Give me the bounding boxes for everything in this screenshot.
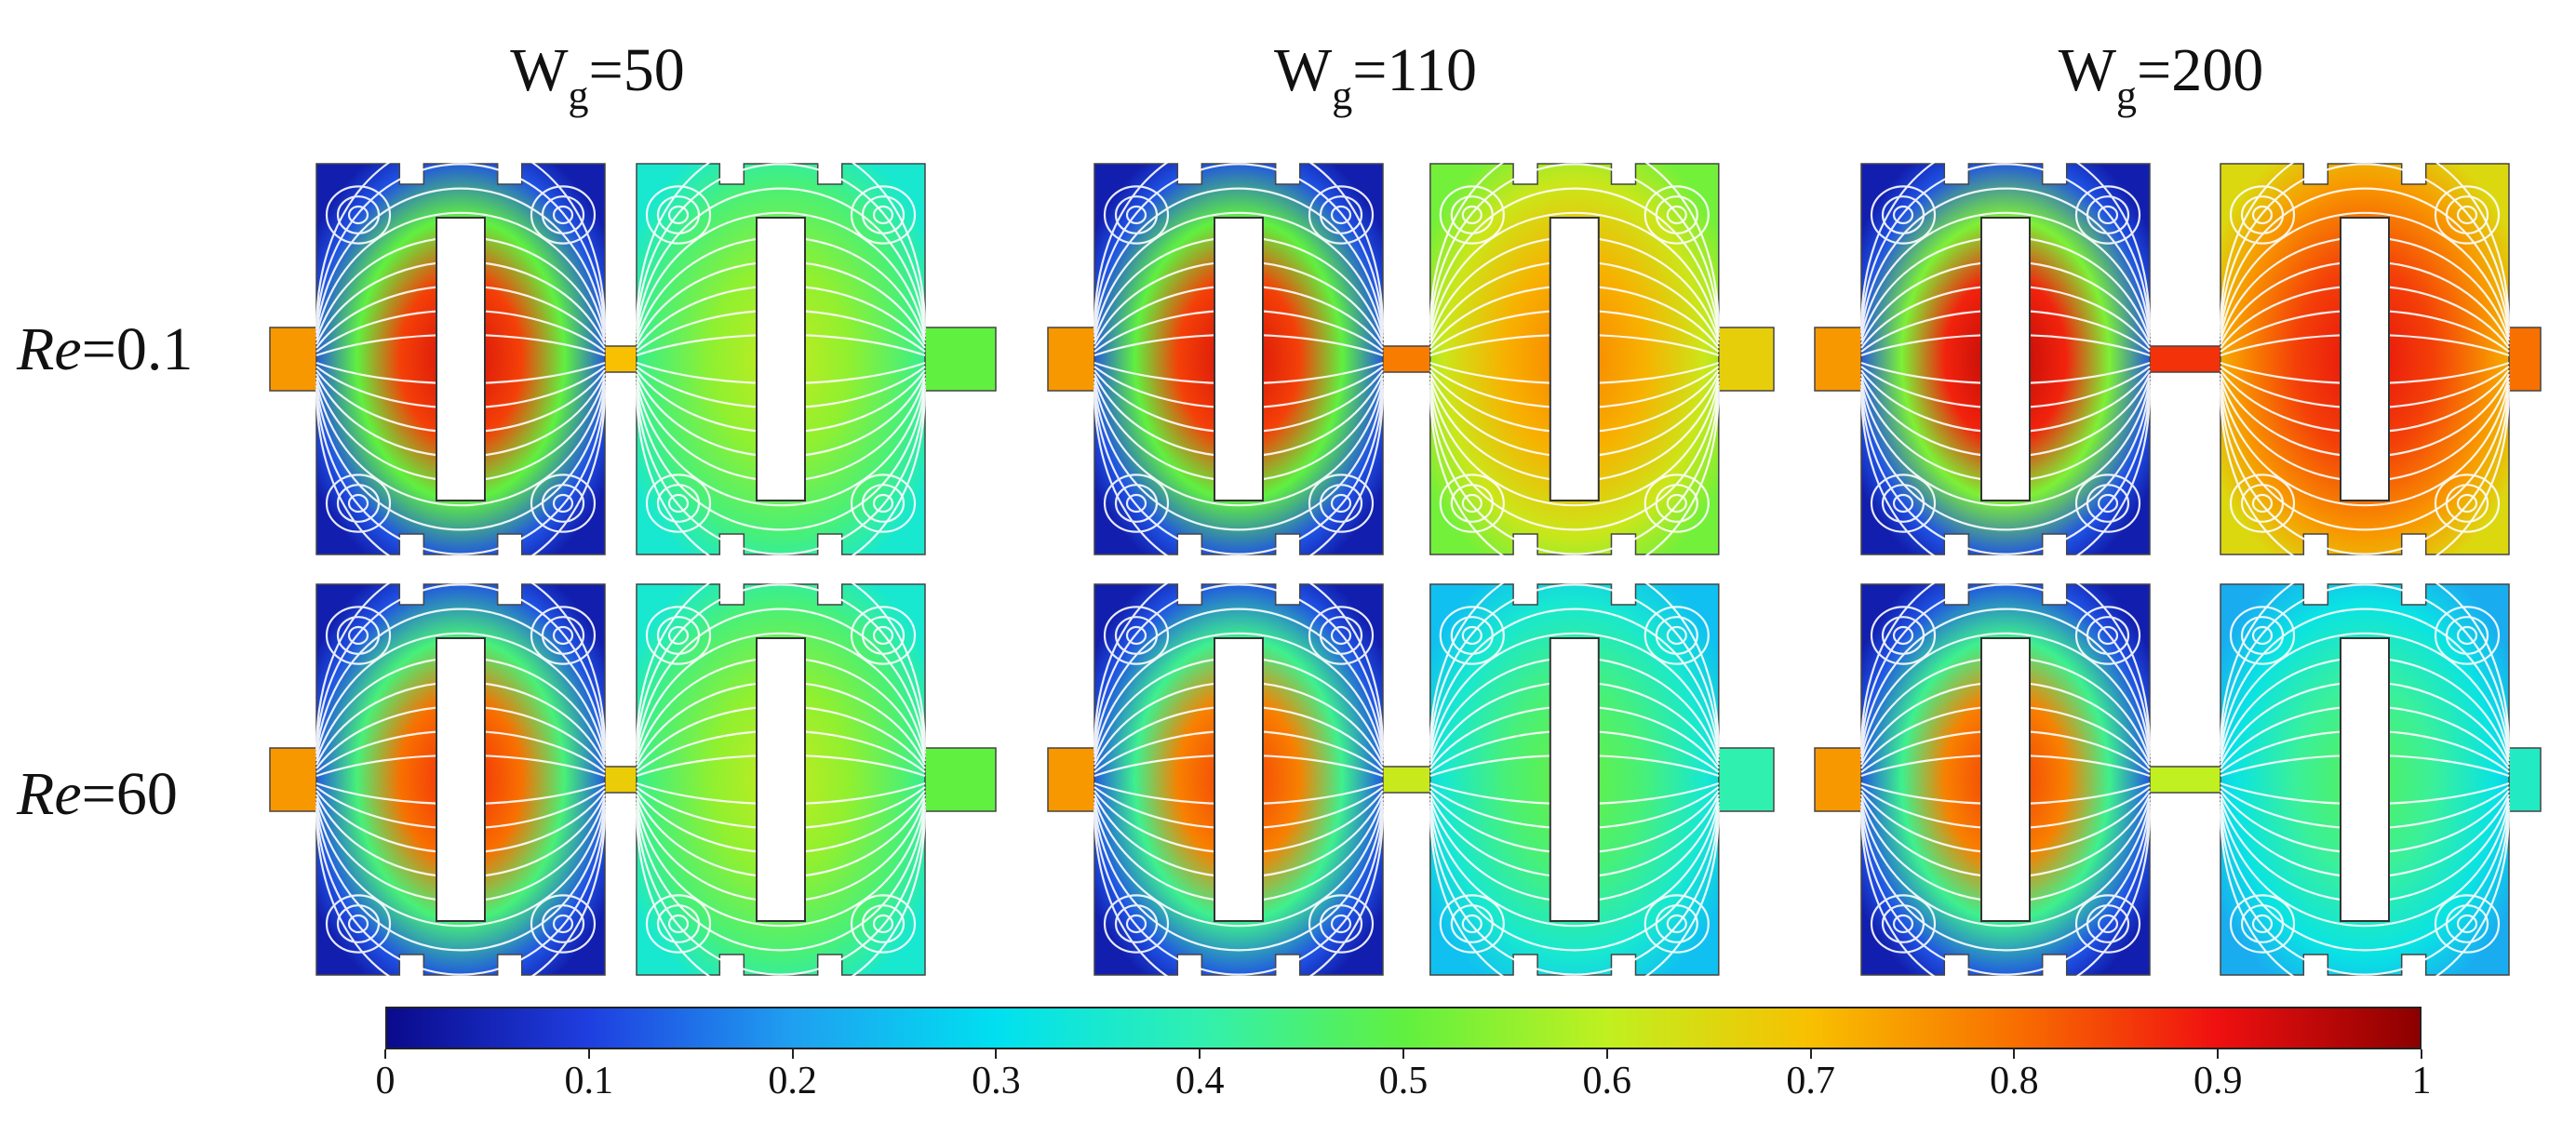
- inlet-channel: [269, 747, 319, 812]
- panel-1-2: [1814, 559, 2542, 1000]
- flow-field: [1047, 139, 1775, 580]
- obstacle-post: [1214, 637, 1264, 922]
- obstacle-post: [2340, 637, 2390, 922]
- colorbar-tick-label: 0.8: [1990, 1060, 2039, 1102]
- outlet-channel: [2506, 327, 2542, 392]
- colorbar-tick-mark: [384, 1049, 386, 1059]
- colorbar-tick-label: 0.5: [1378, 1060, 1429, 1102]
- colorbar-tick-label: 0.1: [564, 1060, 614, 1102]
- panel-1-0: [269, 559, 997, 1000]
- connecting-channel: [1380, 766, 1433, 794]
- column-title-subscript: g: [1332, 72, 1353, 118]
- panel-0-1: [1047, 139, 1775, 580]
- column-title-prefix: W: [2058, 36, 2117, 104]
- outlet-channel: [922, 747, 997, 812]
- colorbar-tick-label: 0: [375, 1060, 396, 1102]
- flow-field: [1047, 559, 1775, 1000]
- column-title-value: =50: [588, 36, 685, 104]
- colorbar-gradient: [385, 1007, 2422, 1049]
- column-title-value: =200: [2137, 36, 2264, 104]
- column-title-subscript: g: [2116, 72, 2138, 118]
- row-label-value: =0.1: [81, 315, 194, 383]
- column-title-wg-50: Wg=50: [402, 35, 793, 119]
- outlet-channel: [2506, 747, 2542, 812]
- colorbar-tick-label: 1: [2411, 1060, 2432, 1102]
- column-title-subscript: g: [568, 72, 589, 118]
- panel-1-1: [1047, 559, 1775, 1000]
- streamlines: [1429, 139, 1720, 580]
- column-title-prefix: W: [510, 36, 569, 104]
- row-label-italic: Re: [17, 760, 82, 828]
- colorbar-tick-mark: [1605, 1049, 1608, 1059]
- colorbar-tick-mark: [995, 1049, 998, 1059]
- flow-field: [269, 139, 997, 580]
- colorbar-tick-mark: [2013, 1049, 2016, 1059]
- column-title-prefix: W: [1273, 36, 1333, 104]
- colorbar-tick-mark: [1809, 1049, 1812, 1059]
- streamlines: [315, 139, 607, 580]
- obstacle-post: [1549, 637, 1600, 922]
- flow-field: [269, 559, 997, 1000]
- colorbar-tick-mark: [791, 1049, 794, 1059]
- obstacle-post: [1980, 217, 2031, 501]
- panel-0-2: [1814, 139, 2542, 580]
- flow-field: [1814, 559, 2542, 1000]
- colorbar-tick-mark: [1402, 1049, 1404, 1059]
- inlet-channel: [1047, 327, 1097, 392]
- obstacle-post: [1549, 217, 1600, 501]
- obstacle-post: [756, 217, 806, 501]
- row-label-value: =60: [81, 760, 178, 828]
- row-label-re-60: Re=60: [17, 759, 178, 830]
- colorbar-tick-label: 0.7: [1786, 1060, 1835, 1102]
- column-title-value: =110: [1352, 36, 1478, 104]
- row-label-italic: Re: [17, 315, 82, 383]
- column-title-wg-110: Wg=110: [1180, 35, 1571, 119]
- streamlines: [315, 559, 607, 1000]
- connecting-channel: [2147, 766, 2223, 794]
- outlet-channel: [1716, 327, 1775, 392]
- obstacle-post: [436, 217, 486, 501]
- obstacle-post: [1214, 217, 1264, 501]
- colorbar: [385, 1007, 2422, 1049]
- obstacle-post: [436, 637, 486, 922]
- obstacle-post: [1980, 637, 2031, 922]
- obstacle-post: [756, 637, 806, 922]
- outlet-channel: [1716, 747, 1775, 812]
- inlet-channel: [1814, 327, 1864, 392]
- flow-field: [1814, 139, 2542, 580]
- colorbar-tick-label: 0.4: [1174, 1060, 1225, 1102]
- colorbar-tick-label: 0.3: [972, 1060, 1021, 1102]
- connecting-channel: [602, 345, 639, 373]
- panel-0-0: [269, 139, 997, 580]
- colorbar-tick-label: 0.9: [2193, 1060, 2243, 1102]
- inlet-channel: [269, 327, 319, 392]
- connecting-channel: [1380, 345, 1433, 373]
- connecting-channel: [2147, 345, 2223, 373]
- colorbar-tick-mark: [1199, 1049, 1201, 1059]
- obstacle-post: [2340, 217, 2390, 501]
- inlet-channel: [1814, 747, 1864, 812]
- outlet-channel: [922, 327, 997, 392]
- connecting-channel: [602, 766, 639, 794]
- colorbar-tick-mark: [2421, 1049, 2422, 1059]
- colorbar-tick-label: 0.2: [768, 1060, 817, 1102]
- column-title-wg-200: Wg=200: [1966, 35, 2356, 119]
- colorbar-tick-mark: [2217, 1049, 2220, 1059]
- row-label-re-0-1: Re=0.1: [17, 314, 193, 385]
- colorbar-tick-mark: [587, 1049, 590, 1059]
- colorbar-tick-label: 0.6: [1582, 1060, 1632, 1102]
- inlet-channel: [1047, 747, 1097, 812]
